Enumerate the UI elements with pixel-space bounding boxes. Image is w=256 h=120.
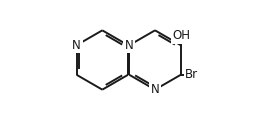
- Text: N: N: [125, 39, 134, 52]
- Text: OH: OH: [172, 29, 190, 42]
- Text: Br: Br: [185, 68, 198, 81]
- Text: N: N: [151, 83, 159, 96]
- Text: N: N: [72, 39, 81, 52]
